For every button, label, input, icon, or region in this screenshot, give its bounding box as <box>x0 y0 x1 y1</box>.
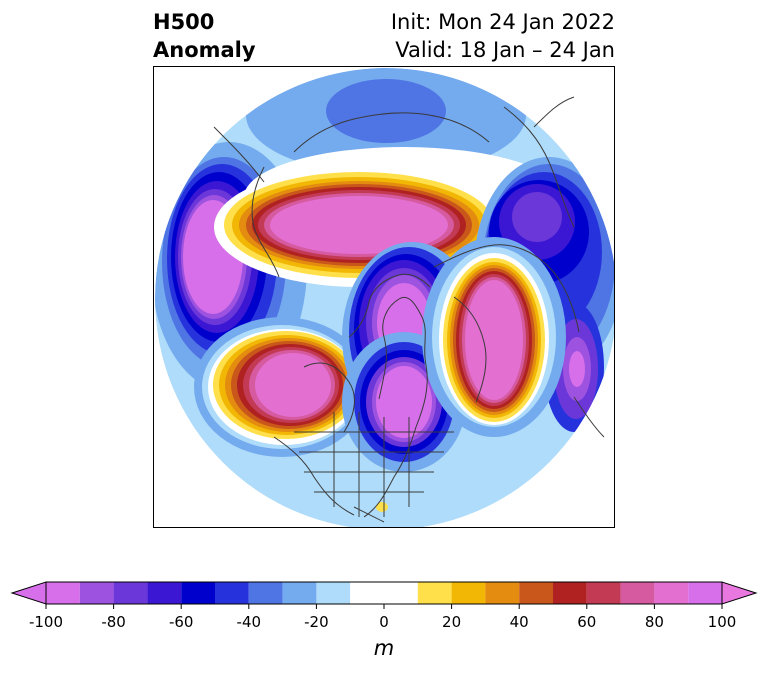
anomaly-map <box>154 67 614 527</box>
colorbar-tick-label: -100 <box>29 613 63 631</box>
anomaly-center-north-atlantic <box>194 317 370 457</box>
colorbar-tick-label: -40 <box>237 613 262 631</box>
colorbar-extend-over <box>721 581 758 605</box>
colorbar-segment <box>282 582 317 604</box>
colorbar-tick-label: 0 <box>379 613 389 631</box>
colorbar-segment <box>215 582 249 604</box>
colorbar-tick-label: -80 <box>101 613 126 631</box>
colorbar-segments <box>10 581 758 605</box>
colorbar-segment <box>620 582 655 604</box>
title-right: Init: Mon 24 Jan 2022 Valid: 18 Jan – 24… <box>391 8 615 64</box>
colorbar-segment <box>113 582 148 604</box>
colorbar-segment <box>79 582 114 604</box>
colorbar-segment <box>553 582 587 604</box>
title-left: H500 Anomaly <box>153 8 256 64</box>
colorbar-segment <box>181 582 215 604</box>
colorbar-tick-label: 60 <box>577 613 596 631</box>
colorbar-segment <box>46 582 80 604</box>
colorbar-tick-label: 40 <box>510 613 529 631</box>
colorbar-segment <box>316 582 351 604</box>
valid-range: Valid: 18 Jan – 24 Jan <box>395 38 615 62</box>
colorbar-extend-under <box>10 581 47 605</box>
colorbar-tick-label: 80 <box>645 613 664 631</box>
map-panel <box>153 66 615 528</box>
colorbar-segment <box>586 582 621 604</box>
colorbar-tick-label: 20 <box>442 613 461 631</box>
colorbar-ticks: -100 -80 -60 -40 -20 0 20 40 60 80 100 <box>29 604 736 631</box>
colorbar-segment <box>350 582 418 604</box>
colorbar-unit-label: m <box>373 636 395 660</box>
colorbar-segment <box>485 582 520 604</box>
colorbar-tick-label: -20 <box>304 613 329 631</box>
colorbar-segment <box>654 582 689 604</box>
colorbar-segment <box>519 582 553 604</box>
anomaly-field <box>155 68 614 527</box>
title-variable: H500 <box>153 10 215 34</box>
colorbar-segment <box>451 582 486 604</box>
colorbar-segment <box>417 582 452 604</box>
anomaly-center-asia-north <box>246 68 526 175</box>
coastlines <box>213 96 605 523</box>
colorbar-segment <box>688 582 722 604</box>
anomaly-center-alaska <box>422 237 566 437</box>
colorbar: -100 -80 -60 -40 -20 0 20 40 60 80 100 <box>10 581 758 631</box>
colorbar-tick-label: -60 <box>169 613 194 631</box>
colorbar-tick-label: 100 <box>708 613 737 631</box>
colorbar-segment <box>248 582 283 604</box>
anomaly-center-gulf <box>376 502 388 512</box>
init-date: Init: Mon 24 Jan 2022 <box>390 10 615 34</box>
title-type: Anomaly <box>153 38 256 62</box>
colorbar-segment <box>147 582 182 604</box>
